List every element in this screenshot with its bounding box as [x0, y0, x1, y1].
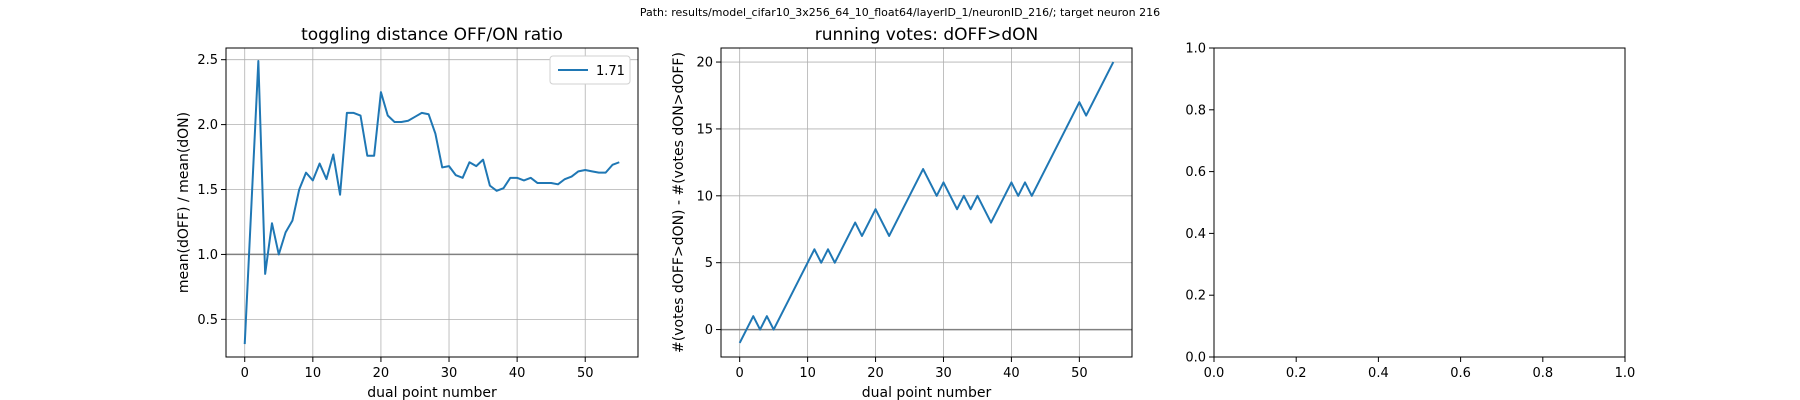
y-tick-label: 0.8 [1185, 103, 1206, 118]
y-tick-label: 0.6 [1185, 165, 1206, 180]
x-tick-label: 30 [441, 366, 458, 381]
empty-chart: 0.0 0.2 0.4 0.6 0.8 1.0 0.0 0.2 0.4 0.6 0.8 1.0 [1185, 42, 1635, 382]
y-tick-label: 0.2 [1185, 289, 1206, 304]
x-tick-label: 20 [867, 366, 884, 381]
legend-box [549, 55, 631, 85]
x-tick-label: 50 [1071, 366, 1088, 381]
y-tick-label: 1.0 [197, 248, 218, 263]
axes-frame [720, 47, 1133, 358]
x-tick-label: 20 [373, 366, 390, 381]
x-axis-label: dual point number [367, 385, 497, 400]
legend-label: 1.71 [596, 64, 625, 79]
x-tick-label: 30 [935, 366, 952, 381]
x-tick-label: 0.4 [1368, 366, 1389, 381]
y-tick-label: 2.5 [197, 53, 218, 68]
x-tick-label: 50 [577, 366, 594, 381]
votes-chart: 0 10 20 30 40 50 0 5 10 15 20 running votes: dOFF>d… [671, 25, 1133, 400]
x-axis-label: dual point number [862, 385, 992, 400]
y-tick-label: 2.0 [197, 118, 218, 133]
y-tick-label: 0.4 [1185, 227, 1206, 242]
x-tick-label: 0 [241, 366, 249, 381]
chart-title: toggling distance OFF/ON ratio [301, 25, 563, 45]
y-tick-label: 15 [696, 122, 713, 137]
y-axis-label: #(votes dOFF>dON) - #(votes dON>dOFF) [671, 52, 687, 353]
x-tick-label: 40 [509, 366, 526, 381]
axes-frame [225, 47, 639, 358]
series-line [243, 59, 620, 345]
y-tick-label: 5 [705, 256, 713, 271]
y-tick-label: 0 [705, 323, 713, 338]
chart-title: running votes: dOFF>dON [815, 25, 1038, 45]
ratio-chart: 0 10 20 30 40 50 0.5 1.0 1.5 2.0 2.5 toggling dista… [176, 25, 639, 400]
y-tick-label: 1.5 [197, 183, 218, 198]
x-tick-label: 1.0 [1615, 366, 1636, 381]
figure-suptitle: Path: results/model_cifar10_3x256_64_10_… [640, 6, 1160, 19]
x-tick-label: 0.0 [1204, 366, 1225, 381]
x-tick-label: 0.2 [1286, 366, 1307, 381]
y-tick-label: 10 [696, 189, 713, 204]
y-axis-label: mean(dOFF) / mean(dON) [176, 112, 192, 293]
y-tick-label: 0.0 [1185, 351, 1206, 366]
axes-frame [1213, 47, 1626, 358]
series-line [738, 61, 1115, 344]
y-tick-label: 1.0 [1185, 42, 1206, 57]
y-tick-label: 0.5 [197, 313, 218, 328]
x-tick-label: 40 [1003, 366, 1020, 381]
x-tick-label: 0.6 [1450, 366, 1471, 381]
x-tick-label: 0.8 [1532, 366, 1553, 381]
y-tick-label: 20 [696, 56, 713, 71]
x-tick-label: 10 [305, 366, 322, 381]
x-tick-label: 10 [799, 366, 816, 381]
x-tick-label: 0 [736, 366, 744, 381]
